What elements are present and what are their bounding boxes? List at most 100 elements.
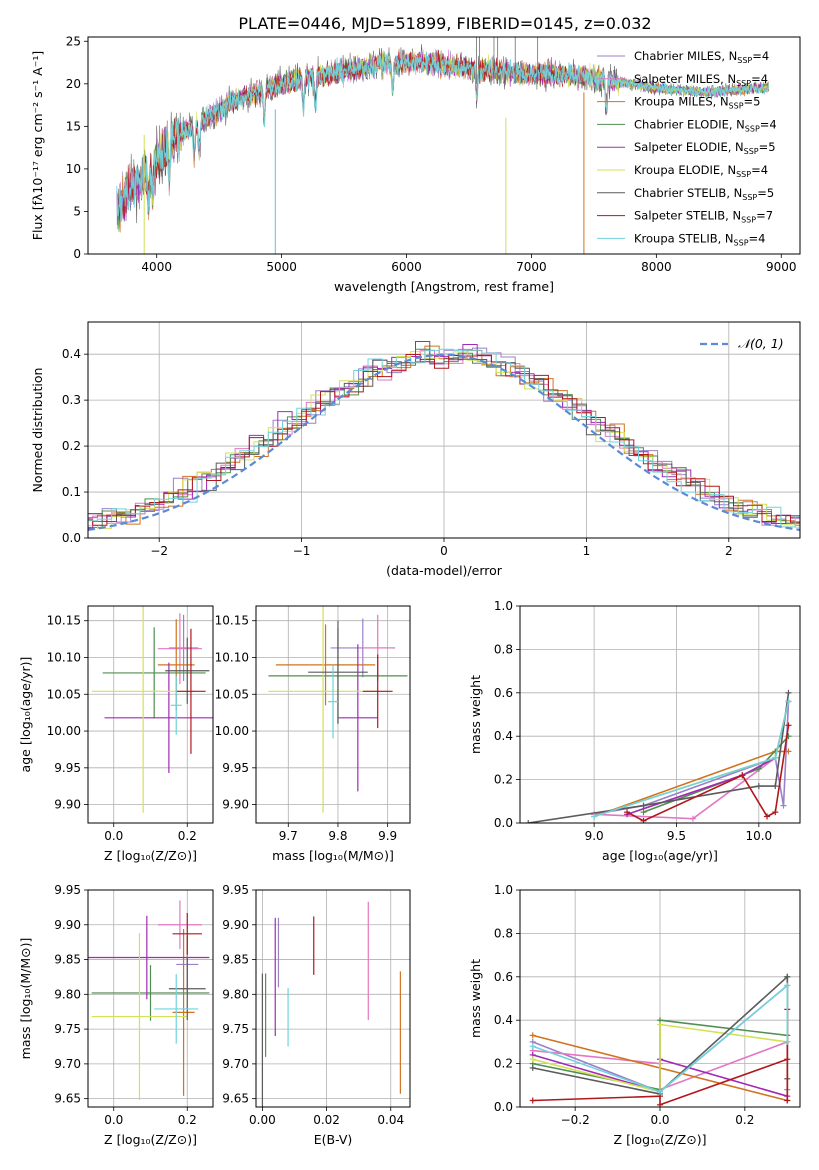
- y-tick-label: 10.15: [47, 614, 81, 628]
- legend-entry-0: Chabrier MILES, NSSP=4: [634, 49, 769, 65]
- y-axis-label: age [log₁₀(age/yr)]: [18, 657, 33, 773]
- x-tick-label: 1: [583, 544, 591, 558]
- y-axis-label: mass weight: [468, 675, 483, 754]
- x-axis-label: wavelength [Angstrom, rest frame]: [334, 279, 554, 294]
- y-tick-label: 10.05: [47, 687, 81, 701]
- y-tick-label: 0.8: [494, 926, 513, 940]
- y-tick-label: 10.00: [215, 724, 249, 738]
- y-tick-label: 9.85: [222, 953, 249, 967]
- legend-entry-7: Salpeter STELIB, NSSP=7: [634, 209, 773, 225]
- y-tick-label: 10.05: [215, 687, 249, 701]
- y-tick-label: 0.0: [494, 1100, 513, 1114]
- histogram-series-7: [88, 354, 800, 526]
- x-tick-label: 8000: [641, 260, 672, 274]
- histogram-bars: [88, 341, 800, 531]
- legend-entry-1: Salpeter MILES, NSSP=4: [634, 72, 768, 88]
- x-tick-label: 0.0: [650, 1113, 669, 1127]
- legend-entry-3: Chabrier ELODIE, NSSP=4: [634, 117, 777, 133]
- weight-series-6: [528, 692, 790, 823]
- y-tick-label: 20: [66, 77, 81, 91]
- y-tick-label: 0.1: [62, 485, 81, 499]
- x-tick-label: 0.2: [735, 1113, 754, 1127]
- y-tick-label: 0.4: [62, 347, 81, 361]
- weight-vs-Z-frame: [519, 889, 801, 1108]
- figure-title: PLATE=0446, MJD=51899, FIBERID=0145, z=0…: [238, 14, 651, 33]
- y-tick-label: 0.2: [494, 1057, 513, 1071]
- normal-reference-curve: [88, 353, 800, 531]
- residuals-legend: 𝒩(0, 1): [700, 336, 784, 351]
- weight-vs-age-lines: [525, 689, 792, 823]
- weight-series-8: [532, 983, 789, 1093]
- x-tick-label: −1: [293, 544, 311, 558]
- y-tick-label: 9.65: [222, 1092, 249, 1106]
- y-tick-label: 10.10: [215, 650, 249, 664]
- x-tick-label: 0.04: [377, 1113, 404, 1127]
- mass-vs-ebv-axes: 0.00 0.02 0.04 9.65 9.70 9.75 9.80 9.85 9.90 9.95…: [222, 883, 410, 1147]
- y-axis-label: Normed distribution: [30, 368, 45, 493]
- age-vs-Z-axes: 0.0 0.2 9.90 9.95 10.00 10.05 10.10 10.15 Z [log…: [18, 606, 213, 863]
- age-vs-mass-axes: 9.7 9.8 9.9 9.90 9.95 10.00 10.05 10.10 10.15 mas…: [215, 606, 410, 863]
- mass-vs-Z-errorbars: [88, 900, 210, 1101]
- legend-entry-8: Kroupa STELIB, NSSP=4: [634, 231, 765, 247]
- x-tick-label: 10.0: [745, 829, 772, 843]
- y-tick-label: 0.0: [494, 816, 513, 830]
- spectrum-frame: [87, 36, 801, 255]
- y-tick-label: 0.8: [494, 642, 513, 656]
- weight-vs-Z-lines: [529, 973, 791, 1107]
- y-tick-label: 0.6: [494, 686, 513, 700]
- y-tick-label: 9.90: [54, 918, 81, 932]
- x-tick-label: 9.5: [667, 829, 686, 843]
- y-tick-label: 10.00: [47, 724, 81, 738]
- y-tick-label: 0.4: [494, 1013, 513, 1027]
- y-tick-label: 9.90: [222, 918, 249, 932]
- x-tick-label: 0: [440, 544, 448, 558]
- y-tick-label: 9.95: [54, 761, 81, 775]
- y-axis-label: Flux [fλ10⁻¹⁷ erg cm⁻² s⁻¹ A⁻¹]: [30, 51, 45, 240]
- y-tick-label: 10: [66, 162, 81, 176]
- y-tick-label: 9.80: [54, 987, 81, 1001]
- y-axis-label: mass weight: [468, 959, 483, 1038]
- weight-series-5: [532, 1023, 788, 1093]
- y-tick-label: 9.90: [54, 798, 81, 812]
- y-tick-label: 9.95: [222, 883, 249, 897]
- spectrum-lines: [116, 37, 770, 254]
- histogram-series-8: [88, 348, 800, 528]
- y-tick-label: 10.15: [215, 614, 249, 628]
- mass-vs-ebv-frame: [255, 889, 411, 1108]
- x-tick-label: 0.0: [104, 1113, 123, 1127]
- x-tick-label: 9.0: [585, 829, 604, 843]
- x-axis-label: (data-model)/error: [386, 563, 503, 578]
- spectrum-axes: 4000 5000 6000 7000 8000 9000 0 5 10 15 20 25 wavele…: [30, 34, 797, 294]
- x-axis-label: mass [log₁₀(M/M⊙)]: [272, 848, 394, 863]
- age-vs-mass-errorbars: [268, 606, 408, 813]
- spectrum-legend: Chabrier MILES, NSSP=4 Salpeter MILES, NS…: [597, 49, 777, 247]
- x-tick-label: −2: [150, 544, 168, 558]
- x-tick-label: 9.7: [279, 829, 298, 843]
- legend-entry-5: Kroupa ELODIE, NSSP=4: [634, 163, 768, 179]
- weight-series-7: [532, 1009, 789, 1106]
- y-tick-label: 25: [66, 34, 81, 48]
- legend-entry: 𝒩(0, 1): [738, 336, 784, 351]
- x-tick-label: 0.2: [178, 829, 197, 843]
- legend-entry-6: Chabrier STELIB, NSSP=5: [634, 186, 774, 202]
- y-axis-label: mass [log₁₀(M/M⊙)]: [18, 938, 33, 1060]
- y-tick-label: 9.70: [54, 1057, 81, 1071]
- x-axis-label: Z [log₁₀(Z/Z⊙)]: [104, 848, 197, 863]
- x-axis-label: Z [log₁₀(Z/Z⊙)]: [614, 1132, 707, 1147]
- y-tick-label: 0.0: [62, 531, 81, 545]
- y-tick-label: 15: [66, 119, 81, 133]
- x-tick-label: 0.00: [249, 1113, 276, 1127]
- mass-vs-ebv-errorbars: [261, 901, 401, 1107]
- y-tick-label: 0.2: [494, 773, 513, 787]
- x-tick-label: 0.2: [178, 1113, 197, 1127]
- y-tick-label: 9.80: [222, 987, 249, 1001]
- y-tick-label: 9.85: [54, 953, 81, 967]
- age-vs-Z-frame: [87, 605, 214, 824]
- x-tick-label: 4000: [141, 260, 172, 274]
- y-tick-label: 9.75: [54, 1022, 81, 1036]
- x-axis-label: Z [log₁₀(Z/Z⊙)]: [104, 1132, 197, 1147]
- x-axis-label: age [log₁₀(age/yr)]: [602, 848, 718, 863]
- x-tick-label: 0.0: [104, 829, 123, 843]
- x-axis-label: E(B-V): [314, 1132, 353, 1147]
